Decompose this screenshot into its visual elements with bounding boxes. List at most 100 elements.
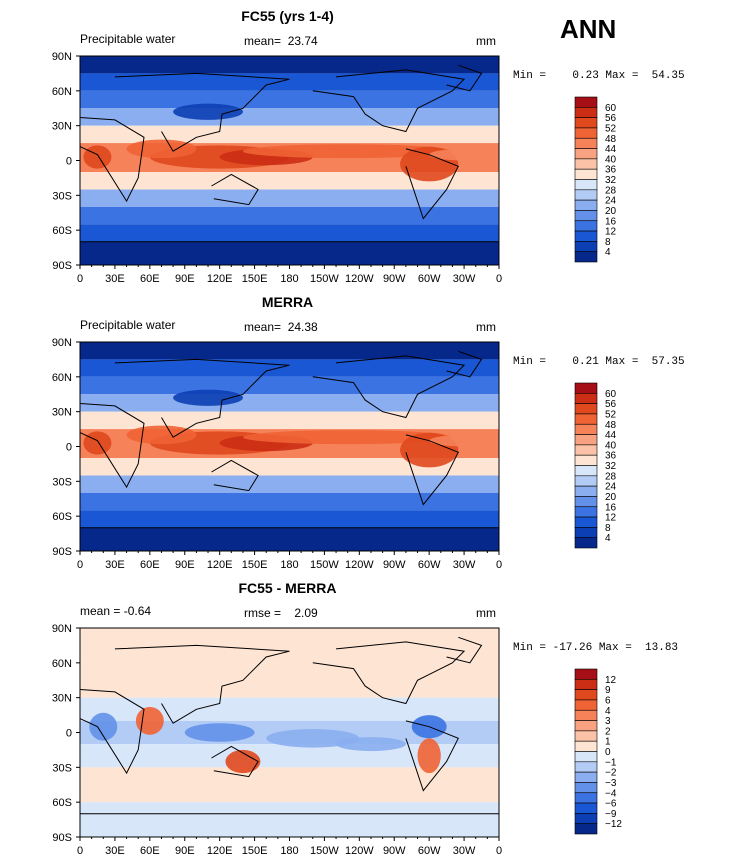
- map-plot: 0 30E 60E 90E 120E 150E 180 150W 120W 90W 60W 30W 09…: [52, 623, 623, 857]
- lon-tick-label: 30W: [453, 273, 476, 285]
- colorbar-label: 16: [605, 216, 617, 227]
- field-band: [80, 342, 499, 360]
- colorbar-swatch: [574, 516, 598, 528]
- coastline: [114, 644, 290, 724]
- lon-tick-label: 90E: [175, 273, 195, 285]
- colorbar-label: 8: [605, 523, 611, 534]
- field-feature: [126, 139, 197, 159]
- colorbar-swatch: [574, 782, 598, 794]
- colorbar-swatch: [574, 679, 598, 690]
- coastline: [79, 689, 145, 775]
- lat-tick-label: 90S: [52, 546, 72, 558]
- field-feature: [417, 738, 441, 774]
- lat-tick-label: 30S: [52, 476, 72, 488]
- field-band: [80, 744, 499, 768]
- lon-tick-label: 120E: [207, 559, 233, 571]
- lon-tick-label: 0: [496, 559, 502, 571]
- panel-title: FC55 - MERRA: [238, 580, 337, 596]
- lon-tick-label: 30E: [105, 845, 125, 857]
- colorbar-swatch: [574, 813, 598, 824]
- panel-left-label: mean = -0.64: [80, 604, 152, 618]
- field-band: [80, 510, 499, 528]
- lon-tick-label: 180: [280, 845, 298, 857]
- lat-tick-label: 60S: [52, 225, 72, 237]
- colorbar-label: 28: [605, 471, 617, 482]
- colorbar-label: 9: [605, 685, 611, 696]
- colorbar-swatch: [574, 699, 598, 711]
- colorbar-swatch: [574, 668, 598, 680]
- field-band: [80, 241, 499, 265]
- colorbar-swatch: [574, 475, 598, 487]
- field-band: [80, 662, 499, 698]
- coastline: [211, 459, 259, 492]
- lon-tick-label: 60W: [418, 273, 441, 285]
- colorbar-label: 56: [605, 113, 617, 124]
- min-max-label: Min = -17.26 Max = 13.83: [513, 642, 679, 654]
- lon-tick-label: 60E: [140, 845, 160, 857]
- lat-tick-label: 0: [66, 442, 72, 454]
- colorbar-label: 44: [605, 430, 617, 441]
- lat-tick-label: 30S: [52, 190, 72, 202]
- colorbar-swatch: [574, 761, 598, 773]
- colorbar-label: 4: [605, 533, 611, 544]
- lon-tick-label: 30E: [105, 273, 125, 285]
- colorbar-swatch: [574, 537, 598, 549]
- field-feature: [126, 425, 197, 445]
- colorbar-swatch: [574, 823, 598, 835]
- lon-tick-label: 120E: [207, 845, 233, 857]
- panel-title: FC55 (yrs 1-4): [241, 8, 334, 24]
- colorbar-swatch: [574, 199, 598, 211]
- panel-stat-label: mean= 23.74: [244, 34, 318, 48]
- lon-tick-label: 90W: [383, 845, 406, 857]
- colorbar-swatch: [574, 107, 598, 118]
- colorbar-swatch: [574, 527, 598, 538]
- map-panel-2: MERRA Precipitable water mean= 24.38 mm Min …: [0, 286, 733, 574]
- colorbar-label: 12: [605, 227, 617, 238]
- colorbar-label: 6: [605, 695, 611, 706]
- colorbar-swatch: [574, 740, 598, 752]
- colorbar-label: 2: [605, 726, 611, 737]
- field-feature: [225, 749, 261, 774]
- colorbar-swatch: [574, 454, 598, 466]
- colorbar-swatch: [574, 423, 598, 435]
- coastline: [312, 69, 466, 133]
- field-feature: [173, 103, 243, 120]
- colorbar-swatch: [574, 382, 598, 394]
- field-feature: [242, 430, 453, 445]
- colorbar-swatch: [574, 792, 598, 804]
- lat-tick-label: 90S: [52, 832, 72, 844]
- colorbar-label: 44: [605, 144, 617, 155]
- panel-title: MERRA: [261, 294, 314, 310]
- min-max-label: Min = 0.21 Max = 57.35: [513, 356, 685, 368]
- lon-tick-label: 180: [280, 559, 298, 571]
- field-band: [80, 767, 499, 803]
- panel-units-label: mm: [476, 606, 496, 620]
- colorbar-label: 32: [605, 175, 617, 186]
- coastline: [446, 64, 483, 92]
- lat-tick-label: 30N: [52, 121, 72, 133]
- map-panel-1: FC55 (yrs 1-4) Precipitable water mean= 23…: [0, 0, 733, 288]
- field-band: [80, 172, 499, 190]
- field-feature: [336, 737, 406, 752]
- coastline: [114, 358, 290, 438]
- colorbar-swatch: [574, 465, 598, 477]
- colorbar-label: 40: [605, 440, 617, 451]
- colorbar-swatch: [574, 506, 598, 518]
- colorbar-swatch: [574, 413, 598, 425]
- lat-tick-label: 60S: [52, 797, 72, 809]
- field-feature: [266, 729, 360, 748]
- lon-tick-label: 60W: [418, 845, 441, 857]
- lat-tick-label: 60N: [52, 86, 72, 98]
- lat-tick-label: 30N: [52, 407, 72, 419]
- colorbar-swatch: [574, 751, 598, 763]
- colorbar-label: 36: [605, 451, 617, 462]
- colorbar-label: 3: [605, 716, 611, 727]
- field-feature: [83, 431, 112, 455]
- field-shading: [80, 628, 499, 837]
- lat-tick-label: 30S: [52, 762, 72, 774]
- colorbar-label: −12: [605, 819, 622, 830]
- lon-tick-label: 150E: [242, 845, 268, 857]
- colorbar-swatch: [574, 802, 598, 814]
- colorbar-label: −9: [605, 809, 617, 820]
- colorbar-swatch: [574, 96, 598, 108]
